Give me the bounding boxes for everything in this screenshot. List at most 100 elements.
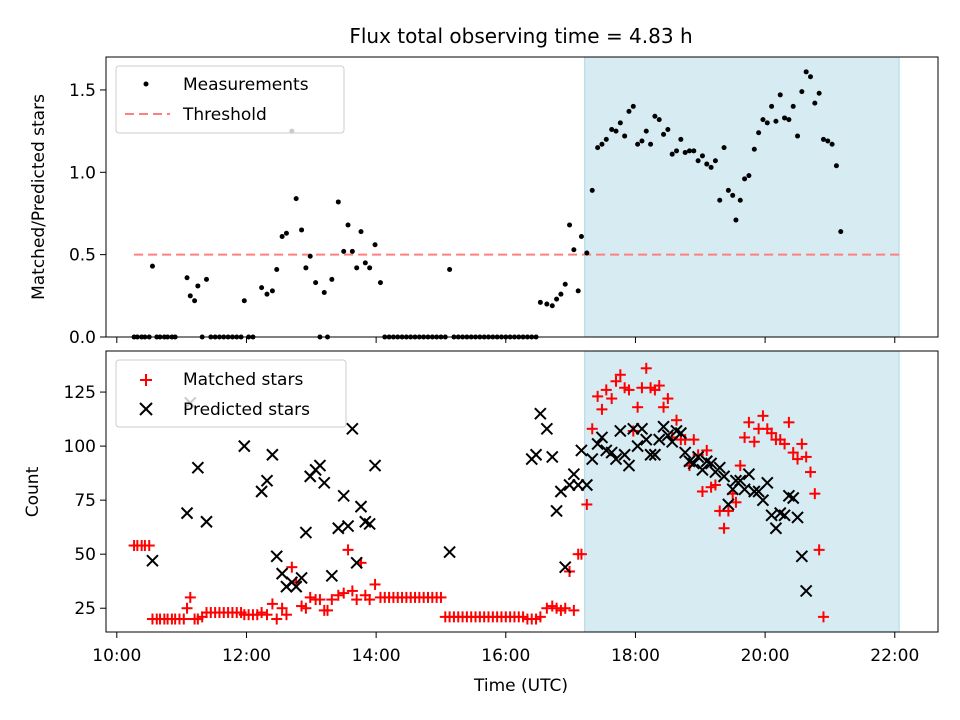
matched-star-point	[586, 423, 598, 435]
matched-star-point	[696, 486, 708, 497]
measurement-point	[589, 187, 595, 193]
predicted-star-point	[546, 450, 559, 464]
matched-star-point	[653, 380, 665, 392]
predicted-star-point	[255, 485, 268, 498]
predicted-star-point	[540, 422, 554, 436]
measurement-point	[669, 151, 675, 157]
measurement-point	[184, 275, 190, 281]
matched-star-point	[369, 578, 381, 590]
matched-star-point	[581, 498, 593, 510]
matched-star-point	[271, 613, 283, 625]
matched-star-point	[300, 602, 312, 614]
predicted-star-point	[591, 437, 604, 451]
matched-star-point	[559, 602, 571, 614]
top-plot-frame	[105, 56, 939, 338]
predicted-star-point	[734, 474, 747, 487]
matched-star-point	[757, 410, 769, 422]
matched-star-point	[610, 375, 622, 387]
matched-star-point	[178, 613, 190, 625]
predicted-star-point	[337, 489, 350, 503]
matched-star-point	[766, 427, 778, 439]
predicted-star-point	[691, 450, 705, 464]
y-tick-label: 125	[64, 383, 96, 403]
measurement-point	[682, 150, 688, 156]
measurement-point	[782, 115, 788, 121]
matched-star-point	[787, 447, 799, 459]
measurement-point	[613, 128, 619, 134]
predicted-star-point	[756, 493, 770, 507]
measurement-point	[603, 136, 609, 142]
legend-predicted-label: Predicted stars	[183, 400, 310, 420]
matched-star-point	[809, 488, 821, 500]
predicted-star-point	[363, 517, 376, 531]
predicted-star-point	[567, 468, 581, 481]
matched-star-point	[346, 585, 358, 597]
predicted-star-point	[529, 448, 543, 461]
predicted-star-point	[346, 422, 359, 436]
measurement-point	[674, 148, 680, 154]
measurement-point	[829, 141, 835, 147]
matched-star-point	[435, 591, 447, 603]
measurement-point	[708, 164, 714, 170]
measurement-point	[795, 133, 801, 139]
matched-star-point	[332, 589, 344, 601]
measurement-point	[652, 113, 658, 119]
measurement-point	[575, 288, 581, 294]
matched-star-point	[364, 594, 376, 606]
predicted-star-point	[443, 545, 456, 559]
matched-star-point	[276, 602, 288, 614]
bottom-x-ticks: 10:00 12:00 14:00 16:00 18:00 20:00 22:00	[92, 632, 919, 666]
x-tick-label: 10:00	[92, 646, 141, 666]
top-x-ticks	[116, 337, 896, 343]
measurement-point	[345, 222, 351, 228]
predicted-star-point	[586, 452, 599, 466]
predicted-star-point	[354, 500, 368, 513]
measurement-point	[712, 158, 718, 164]
matched-star-point	[314, 594, 326, 606]
matched-star-point	[143, 540, 155, 552]
measurement-point	[264, 291, 270, 297]
matched-star-point	[606, 393, 618, 405]
legend-threshold-label: Threshold	[182, 105, 267, 125]
bottom-y-ticks: 25 50 75 100 125	[64, 383, 106, 619]
predicted-star-point	[657, 420, 670, 433]
legend-predicted-marker	[139, 402, 153, 416]
measurement-point	[341, 248, 347, 254]
measurement-point	[562, 281, 568, 287]
x-axis-label: Time (UTC)	[473, 676, 568, 696]
y-tick-label: 50	[74, 545, 96, 565]
measurement-point	[635, 141, 641, 147]
measurement-point	[764, 120, 770, 126]
matched-star-point	[688, 434, 700, 446]
matched-star-point	[261, 609, 273, 621]
predicted-star-point	[559, 560, 572, 574]
predicted-star-point	[640, 433, 653, 446]
matched-star-point	[813, 544, 825, 556]
measurement-point	[149, 263, 155, 269]
measurement-point	[349, 248, 355, 254]
x-tick-label: 18:00	[611, 646, 660, 666]
matched-star-point	[718, 522, 730, 534]
measurement-point	[354, 265, 360, 271]
matched-star-point	[596, 403, 608, 415]
measurement-point	[648, 141, 654, 147]
measurement-point	[617, 120, 623, 126]
matched-star-point	[575, 548, 587, 560]
predicted-star-point	[260, 474, 274, 487]
top-y-axis-label: Matched/Predicted stars	[29, 94, 49, 300]
predicted-star-point	[295, 571, 308, 585]
measurement-point	[259, 285, 265, 291]
measurement-point	[746, 173, 752, 179]
bottom-panel: 25 50 75 100 125 10:00 12:00 14:00 16:00 18:00 20…	[23, 350, 939, 696]
predicted-star-point	[146, 554, 159, 567]
predicted-star-point	[180, 506, 194, 520]
x-tick-label: 12:00	[222, 646, 271, 666]
legend-measurements-marker	[143, 81, 149, 87]
matched-star-point	[304, 591, 316, 603]
matched-star-point	[640, 362, 652, 374]
matched-star-point	[662, 393, 674, 405]
matched-star-point	[184, 591, 196, 603]
predicted-star-point	[299, 526, 313, 539]
predicted-star-point	[341, 519, 355, 533]
